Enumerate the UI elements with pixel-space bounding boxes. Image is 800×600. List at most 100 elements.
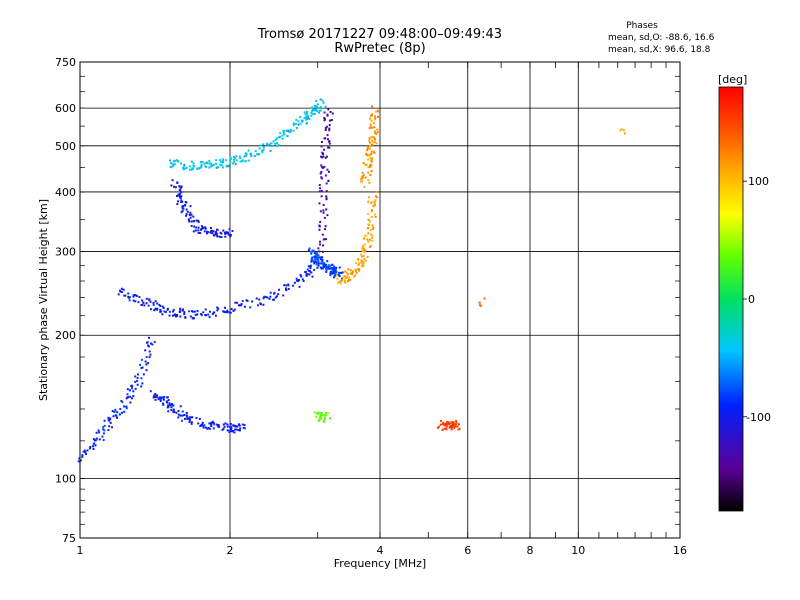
data-point bbox=[146, 341, 149, 344]
data-point bbox=[156, 307, 159, 310]
data-point bbox=[140, 358, 143, 361]
data-point bbox=[321, 256, 324, 259]
data-point bbox=[318, 190, 321, 193]
data-point bbox=[367, 232, 370, 235]
data-point bbox=[351, 271, 354, 274]
data-point bbox=[322, 414, 325, 417]
data-point bbox=[230, 430, 233, 433]
data-point bbox=[326, 260, 329, 263]
data-point bbox=[314, 256, 317, 259]
data-point bbox=[367, 200, 370, 203]
data-point bbox=[208, 166, 211, 169]
data-point bbox=[178, 194, 181, 197]
data-point bbox=[306, 117, 309, 120]
data-point bbox=[188, 165, 191, 168]
data-point bbox=[217, 307, 220, 310]
data-point bbox=[439, 419, 442, 422]
data-point bbox=[324, 105, 327, 108]
data-point bbox=[129, 401, 132, 404]
data-point bbox=[247, 149, 250, 152]
data-point bbox=[319, 220, 322, 223]
data-point bbox=[123, 410, 126, 413]
data-point bbox=[325, 208, 328, 211]
data-point bbox=[179, 315, 182, 318]
data-point bbox=[210, 162, 213, 165]
y-tick-label: 300 bbox=[55, 245, 76, 258]
data-point bbox=[318, 412, 321, 415]
data-point bbox=[374, 138, 377, 141]
data-point bbox=[319, 416, 322, 419]
data-point bbox=[242, 426, 245, 429]
data-point bbox=[316, 106, 319, 109]
data-point bbox=[169, 165, 172, 168]
data-point bbox=[328, 140, 331, 143]
data-point bbox=[367, 223, 370, 226]
data-point bbox=[94, 444, 97, 447]
data-point bbox=[243, 155, 246, 158]
data-point bbox=[447, 422, 450, 425]
data-point bbox=[239, 160, 242, 163]
data-point bbox=[315, 257, 318, 260]
data-point bbox=[201, 424, 204, 427]
data-point bbox=[124, 294, 127, 297]
data-point bbox=[178, 185, 181, 188]
data-point bbox=[103, 419, 106, 422]
data-point bbox=[372, 136, 375, 139]
data-point bbox=[154, 398, 157, 401]
data-point bbox=[370, 159, 373, 162]
data-point bbox=[213, 423, 216, 426]
data-point bbox=[295, 118, 298, 121]
data-point bbox=[446, 421, 449, 424]
data-point bbox=[171, 179, 174, 182]
data-point bbox=[215, 166, 218, 169]
data-point bbox=[183, 417, 186, 420]
y-tick-label: 600 bbox=[55, 102, 76, 115]
data-point bbox=[123, 294, 126, 297]
data-point bbox=[223, 306, 226, 309]
data-point bbox=[222, 161, 225, 164]
data-point bbox=[323, 416, 326, 419]
data-point bbox=[79, 459, 82, 462]
data-point bbox=[102, 439, 105, 442]
data-point bbox=[308, 118, 311, 121]
data-point bbox=[192, 215, 195, 218]
data-point bbox=[320, 195, 323, 198]
data-point bbox=[88, 447, 91, 450]
data-point bbox=[323, 262, 326, 265]
data-point bbox=[370, 152, 373, 155]
data-point bbox=[159, 400, 162, 403]
x-tick-label: 8 bbox=[527, 544, 534, 557]
data-point bbox=[167, 410, 170, 413]
data-point bbox=[373, 126, 376, 129]
data-point bbox=[325, 195, 328, 198]
data-point bbox=[334, 271, 337, 274]
data-point bbox=[180, 211, 183, 214]
data-point bbox=[132, 390, 135, 393]
data-point bbox=[351, 270, 354, 273]
data-point bbox=[374, 130, 377, 133]
data-point bbox=[321, 99, 324, 102]
data-point bbox=[125, 405, 128, 408]
data-point bbox=[180, 199, 183, 202]
data-point bbox=[453, 427, 456, 430]
data-point bbox=[319, 107, 322, 110]
data-point bbox=[369, 164, 372, 167]
data-point bbox=[439, 423, 442, 426]
data-point bbox=[222, 229, 225, 232]
data-point bbox=[216, 306, 219, 309]
data-point bbox=[323, 216, 326, 219]
data-point bbox=[316, 262, 319, 265]
data-point bbox=[329, 272, 332, 275]
chart-title-line1: Tromsø 20171227 09:48:00–09:49:43 bbox=[257, 27, 503, 42]
data-point bbox=[320, 267, 323, 270]
data-point bbox=[292, 129, 295, 132]
data-point bbox=[205, 161, 208, 164]
data-point bbox=[229, 422, 232, 425]
data-point bbox=[286, 135, 289, 138]
data-point bbox=[183, 313, 186, 316]
data-point bbox=[217, 166, 220, 169]
data-point bbox=[207, 426, 210, 429]
data-point bbox=[307, 249, 310, 252]
data-point bbox=[78, 457, 81, 460]
data-point bbox=[244, 152, 247, 155]
